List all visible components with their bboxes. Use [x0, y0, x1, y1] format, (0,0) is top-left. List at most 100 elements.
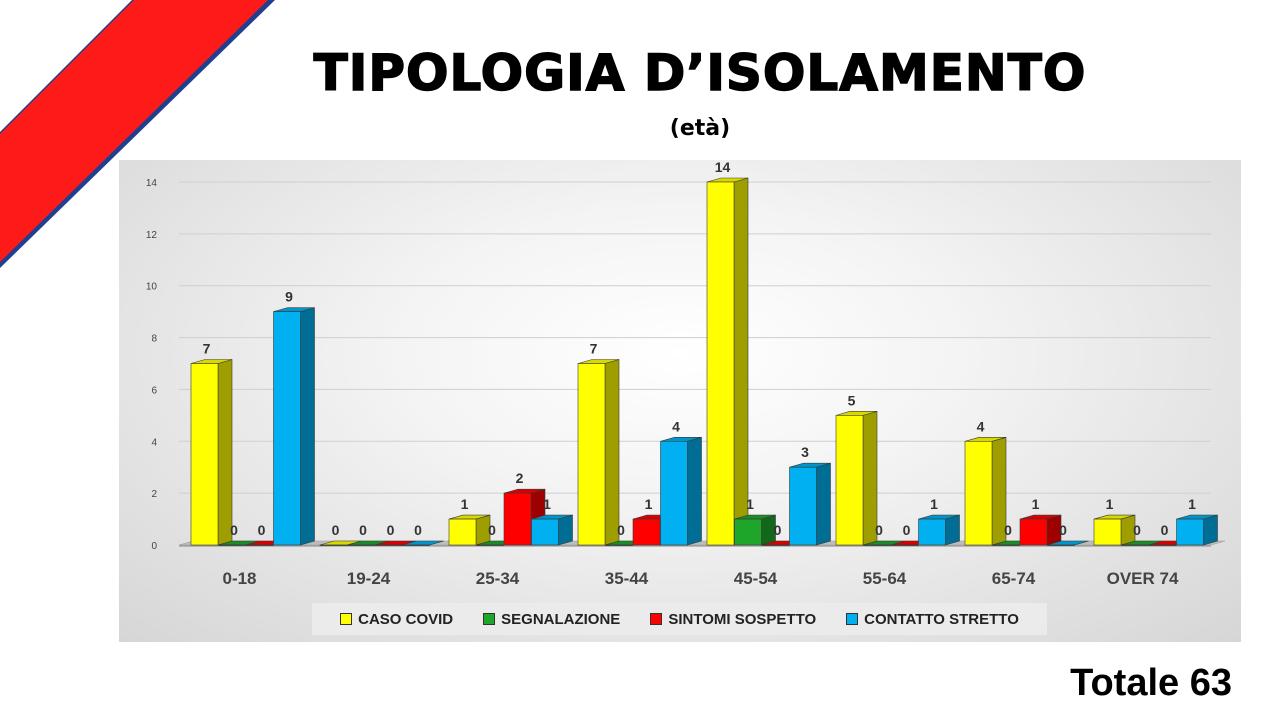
data-label: 0	[359, 522, 367, 538]
data-label: 0	[1133, 522, 1141, 538]
bar	[577, 363, 606, 546]
data-label: 0	[1059, 522, 1067, 538]
data-label: 7	[590, 341, 598, 357]
data-label: 1	[1106, 496, 1114, 512]
data-label: 0	[774, 522, 782, 538]
bar	[218, 544, 246, 546]
total-label: Totale 63	[1070, 662, 1232, 704]
bar	[660, 440, 688, 546]
data-label: 0	[1161, 522, 1169, 538]
x-tick-label: OVER 74	[1107, 569, 1179, 588]
x-tick-label: 19-24	[347, 569, 391, 588]
data-label: 0	[488, 522, 496, 538]
data-label: 14	[715, 160, 731, 175]
x-tick-label: 55-64	[863, 569, 907, 588]
bar	[605, 544, 633, 546]
bar	[918, 518, 946, 546]
legend-label: SEGNALAZIONE	[501, 610, 621, 628]
bar	[964, 440, 993, 546]
data-label: 1	[1032, 496, 1040, 512]
bar	[245, 544, 274, 546]
bar-side	[300, 307, 315, 546]
bar-side	[687, 436, 702, 546]
y-tick-label: 8	[151, 334, 157, 345]
bar-side	[733, 177, 749, 546]
bar	[761, 544, 790, 546]
legend-label: CASO COVID	[358, 610, 454, 628]
bar-side	[1203, 514, 1218, 546]
legend-label: SINTOMI SOSPETTO	[668, 610, 817, 628]
bar	[1121, 544, 1149, 546]
y-tick-label: 0	[151, 541, 157, 552]
bar	[706, 181, 735, 546]
bar-side	[816, 462, 831, 546]
legend-item: SEGNALAZIONE	[483, 611, 620, 628]
data-label: 7	[203, 341, 211, 357]
data-label: 5	[848, 392, 856, 408]
data-label: 2	[516, 470, 524, 486]
legend-swatch	[846, 613, 859, 625]
bar-side	[558, 514, 573, 546]
legend-item: CONTATTO STRETTO	[846, 611, 1019, 628]
x-tick-label: 25-34	[476, 569, 520, 588]
bar	[503, 492, 532, 546]
page-title: TIPOLOGIA D’ISOLAMENTO	[313, 43, 1087, 103]
data-label: 1	[543, 496, 551, 512]
y-tick-label: 2	[151, 489, 157, 500]
bar	[734, 518, 762, 546]
data-label: 1	[746, 496, 754, 512]
bar	[835, 415, 864, 546]
stripe-red	[0, 0, 268, 262]
bar	[347, 544, 375, 546]
data-label: 0	[903, 522, 911, 538]
chart-area: 0 2 4 6 8 10 12 14 7 0 0 9 0-18 0 0 0 0 19-24 1 0 2 1 25-34 7 0 1…	[119, 160, 1241, 642]
legend-swatch	[650, 613, 663, 625]
bar	[992, 544, 1020, 546]
x-tick-label: 0-18	[222, 569, 256, 588]
y-tick-label: 12	[146, 230, 158, 241]
bar	[531, 518, 559, 546]
bar	[1093, 518, 1122, 546]
x-tick-label: 35-44	[605, 569, 649, 588]
legend-swatch	[483, 613, 496, 625]
bar-side	[217, 359, 233, 546]
data-label: 3	[801, 444, 809, 460]
bar	[1019, 518, 1048, 546]
bar-side	[945, 514, 960, 546]
bar	[374, 544, 403, 546]
decorative-stripe	[0, 0, 275, 268]
data-label: 0	[258, 522, 266, 538]
bar	[1148, 544, 1177, 546]
legend-swatch	[340, 613, 353, 625]
data-label: 0	[332, 522, 340, 538]
y-tick-label: 10	[146, 282, 158, 293]
page-subtitle: (età)	[669, 116, 731, 141]
x-tick-label: 45-54	[734, 569, 778, 588]
legend-label: CONTATTO STRETTO	[864, 610, 1019, 628]
bar	[402, 544, 430, 546]
bar	[890, 544, 919, 546]
bar	[319, 544, 348, 546]
data-label: 4	[977, 418, 985, 434]
bar	[1176, 518, 1204, 546]
data-label: 0	[1004, 522, 1012, 538]
data-label: 1	[461, 496, 469, 512]
data-label: 4	[672, 418, 680, 434]
data-label: 1	[645, 496, 653, 512]
bar	[273, 311, 301, 546]
bar	[476, 544, 504, 546]
bar	[1047, 544, 1075, 546]
bar	[789, 466, 817, 546]
bar	[863, 544, 891, 546]
data-label: 1	[930, 496, 938, 512]
bar	[632, 518, 661, 546]
y-tick-label: 6	[151, 385, 157, 396]
bar	[448, 518, 477, 546]
chart-legend: CASO COVID SEGNALAZIONE SINTOMI SOSPETTO CO…	[312, 603, 1047, 635]
bar-side	[604, 359, 620, 546]
y-tick-label: 14	[146, 178, 158, 189]
data-label: 9	[285, 289, 293, 305]
legend-item: SINTOMI SOSPETTO	[650, 611, 816, 628]
data-label: 0	[230, 522, 238, 538]
